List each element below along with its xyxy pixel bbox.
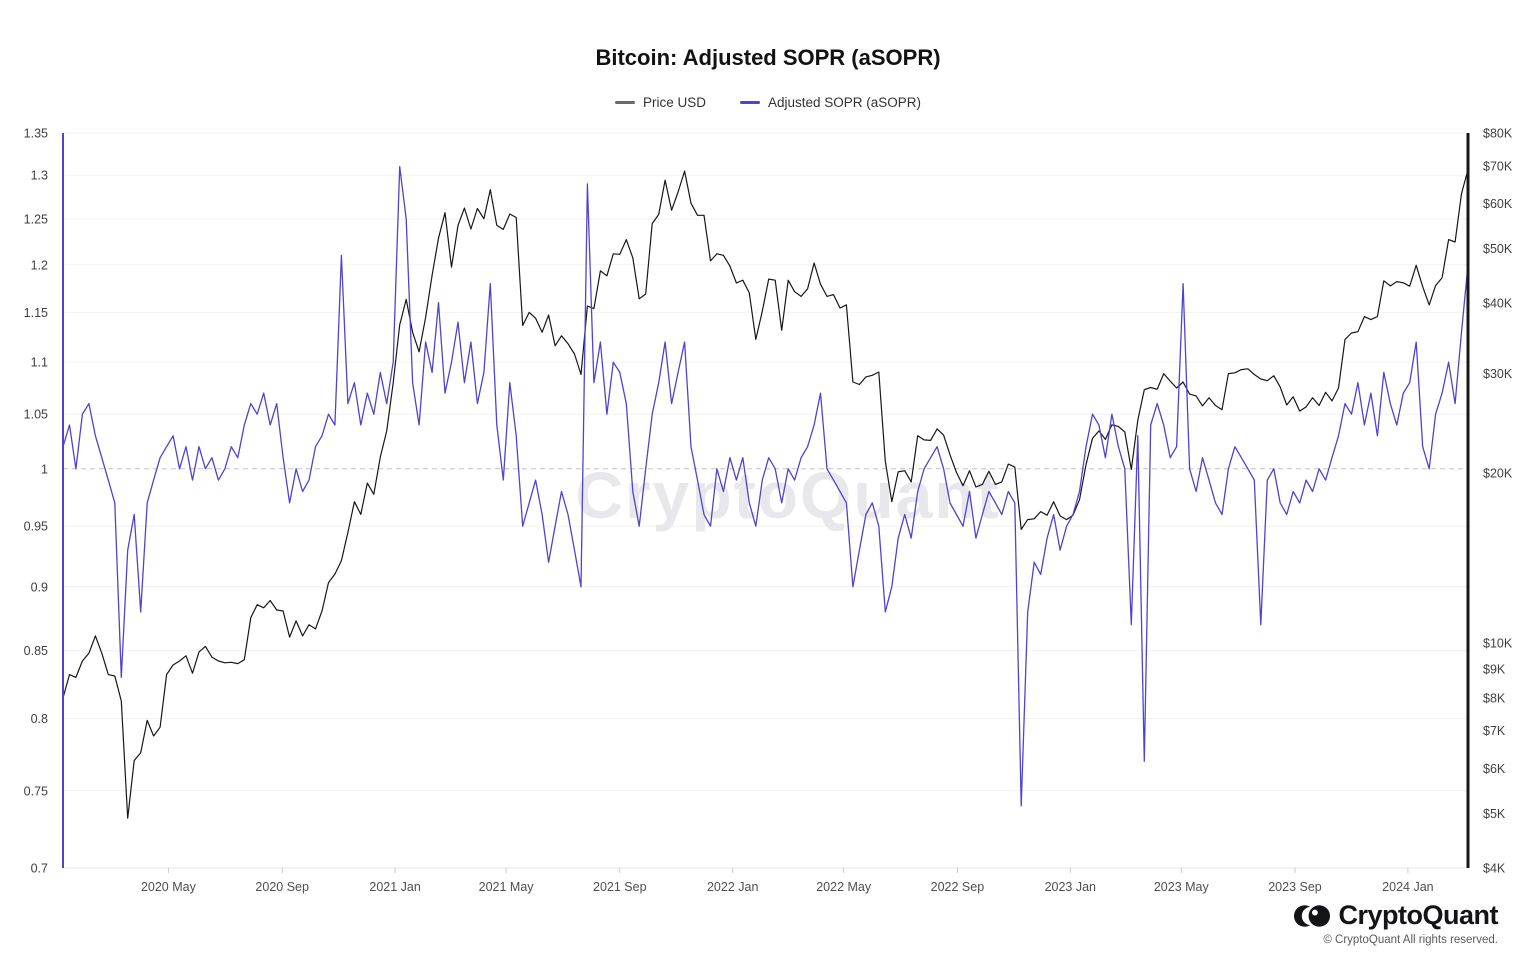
left-axis-tick-label: 0.95	[24, 520, 48, 534]
x-axis-tick-label: 2020 Sep	[255, 880, 309, 894]
x-axis-tick-label: 2023 May	[1154, 880, 1210, 894]
right-axis-tick-label: $6K	[1483, 762, 1506, 776]
copyright-text: © CryptoQuant All rights reserved.	[1323, 934, 1498, 946]
left-axis-tick-label: 0.85	[24, 644, 48, 658]
right-axis-tick-label: $8K	[1483, 691, 1506, 705]
x-axis-tick-label: 2020 May	[141, 880, 197, 894]
left-axis-tick-label: 0.9	[31, 580, 48, 594]
right-axis-tick-label: $70K	[1483, 159, 1513, 173]
right-axis-tick-label: $7K	[1483, 724, 1506, 738]
left-axis-tick-label: 1.25	[24, 213, 48, 227]
brand-name: CryptoQuant	[1338, 900, 1499, 930]
right-axis-tick-label: $4K	[1483, 862, 1506, 876]
right-axis-tick-label: $9K	[1483, 663, 1506, 677]
left-axis-tick-label: 1.3	[31, 169, 48, 183]
x-axis-tick-label: 2022 Jan	[707, 880, 758, 894]
x-axis-tick-label: 2023 Sep	[1268, 880, 1322, 894]
left-axis-tick-label: 1.05	[24, 408, 48, 422]
left-axis-tick-label: 1.15	[24, 306, 48, 320]
left-axis-tick-label: 1	[41, 462, 48, 476]
left-axis-tick-label: 1.2	[31, 258, 48, 272]
left-axis-tick-label: 0.75	[24, 784, 48, 798]
right-axis-tick-label: $50K	[1483, 242, 1513, 256]
legend-label-asopr: Adjusted SOPR (aSOPR)	[767, 95, 922, 110]
price-usd-legend-marker-icon	[614, 101, 635, 104]
legend-item-asopr[interactable]: Adjusted SOPR (aSOPR)	[739, 95, 922, 110]
legend-label-price-usd: Price USD	[642, 95, 706, 110]
x-axis-tick-label: 2023 Jan	[1045, 880, 1096, 894]
right-axis-tick-label: $10K	[1483, 637, 1513, 651]
chart-legend: Price USD Adjusted SOPR (aSOPR)	[0, 95, 1536, 110]
page-title: Bitcoin: Adjusted SOPR (aSOPR)	[595, 45, 941, 70]
x-axis-tick-label: 2021 Sep	[593, 880, 647, 894]
right-axis-tick-label: $30K	[1483, 367, 1513, 381]
x-axis-tick-label: 2024 Jan	[1382, 880, 1433, 894]
asopr-legend-marker-icon	[739, 101, 760, 104]
right-axis-tick-label: $60K	[1483, 197, 1513, 211]
left-axis-tick-label: 0.8	[31, 712, 48, 726]
right-axis-tick-label: $80K	[1483, 127, 1513, 141]
price-usd-line	[62, 169, 1469, 819]
cryptoquant-logo-icon	[1293, 904, 1330, 927]
right-axis-tick-label: $20K	[1483, 467, 1513, 481]
right-axis-tick-label: $5K	[1483, 807, 1506, 821]
legend-item-price-usd[interactable]: Price USD	[614, 95, 706, 110]
cryptoquant-brand: CryptoQuant	[1293, 900, 1499, 931]
left-axis-tick-label: 1.1	[31, 356, 48, 370]
left-axis-tick-label: 1.35	[24, 127, 48, 141]
right-axis-tick-label: $40K	[1483, 297, 1513, 311]
x-axis-tick-label: 2022 Sep	[931, 880, 985, 894]
x-axis-tick-label: 2021 May	[479, 880, 535, 894]
x-axis-tick-label: 2022 May	[816, 880, 872, 894]
x-axis-tick-label: 2021 Jan	[369, 880, 420, 894]
asopr-line	[62, 166, 1469, 807]
left-axis-tick-label: 0.7	[31, 862, 48, 876]
